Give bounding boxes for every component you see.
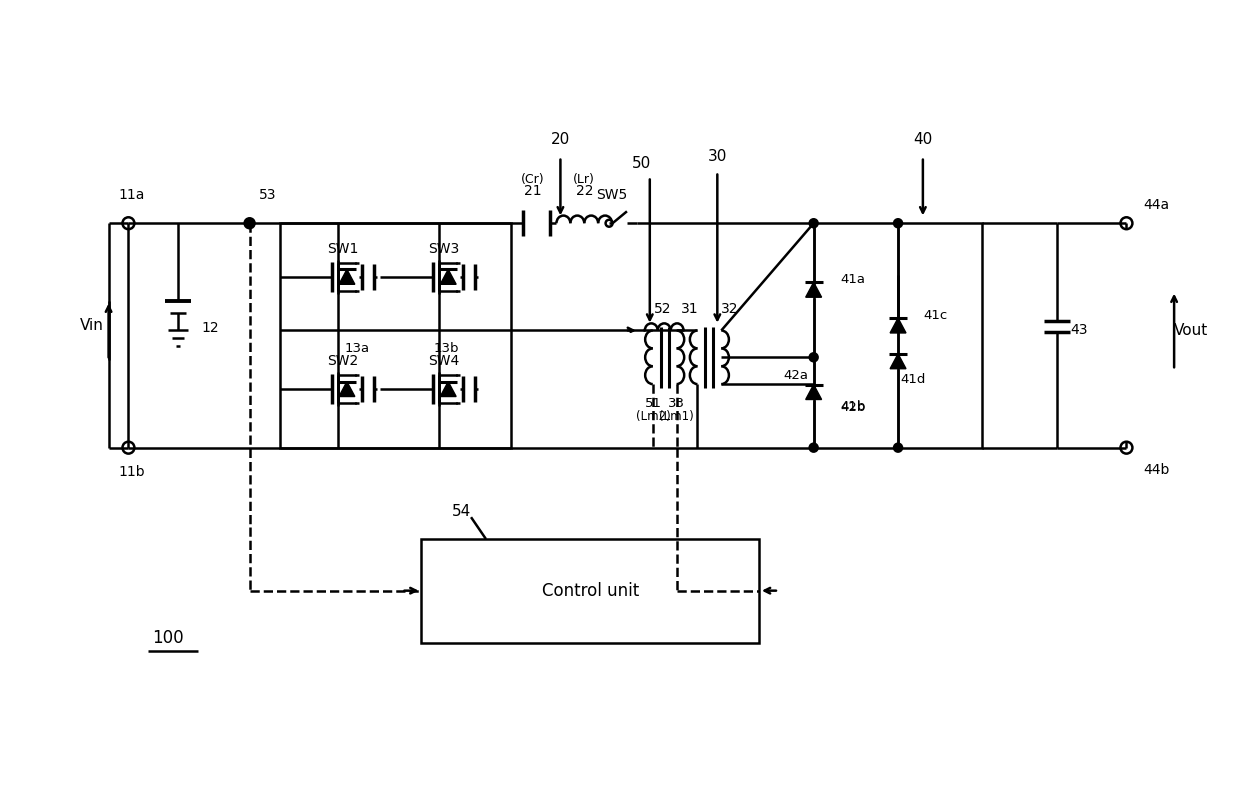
Text: 52: 52 — [653, 302, 671, 316]
Text: 11b: 11b — [118, 466, 145, 479]
Text: 13b: 13b — [434, 342, 459, 355]
Text: 44a: 44a — [1143, 198, 1169, 213]
Text: 44b: 44b — [1143, 463, 1169, 476]
Text: (Cr): (Cr) — [521, 173, 544, 186]
Text: 40: 40 — [913, 133, 932, 147]
Text: 41d: 41d — [900, 372, 925, 386]
Polygon shape — [440, 269, 456, 284]
Polygon shape — [440, 382, 456, 396]
Circle shape — [894, 443, 901, 451]
Text: SW5: SW5 — [596, 189, 627, 202]
Bar — [280, 223, 511, 447]
Polygon shape — [890, 318, 906, 333]
Text: 22: 22 — [575, 185, 593, 198]
Text: 53: 53 — [259, 189, 277, 202]
Polygon shape — [890, 354, 906, 368]
Text: 43: 43 — [1070, 324, 1087, 337]
Polygon shape — [339, 269, 355, 284]
Text: 100: 100 — [153, 630, 184, 647]
Circle shape — [810, 443, 817, 451]
Text: (Lm1): (Lm1) — [660, 411, 694, 423]
Text: Vin: Vin — [79, 318, 104, 333]
Polygon shape — [339, 382, 355, 396]
Text: 54: 54 — [451, 503, 471, 519]
Text: 50: 50 — [632, 156, 651, 171]
Text: SW2: SW2 — [327, 354, 358, 368]
Polygon shape — [806, 282, 822, 297]
Text: 33: 33 — [668, 397, 686, 411]
Text: 30: 30 — [708, 149, 727, 165]
Text: 42b: 42b — [841, 401, 866, 415]
Text: 20: 20 — [551, 133, 570, 147]
Text: 31: 31 — [681, 302, 698, 316]
Polygon shape — [806, 384, 822, 400]
Text: 21: 21 — [523, 185, 542, 198]
Text: 11a: 11a — [118, 189, 145, 202]
Text: 41a: 41a — [841, 273, 866, 286]
Text: (Lr): (Lr) — [573, 173, 595, 186]
Text: 41b: 41b — [841, 400, 866, 413]
Text: 13a: 13a — [345, 342, 370, 355]
Text: 32: 32 — [720, 302, 738, 316]
Text: SW1: SW1 — [327, 242, 358, 256]
Circle shape — [810, 353, 817, 361]
Text: 42a: 42a — [784, 368, 808, 382]
Circle shape — [244, 218, 254, 229]
Text: Control unit: Control unit — [542, 582, 639, 600]
Text: SW3: SW3 — [428, 242, 460, 256]
Circle shape — [894, 219, 901, 227]
Text: Vout: Vout — [1174, 323, 1208, 338]
Text: 12: 12 — [201, 321, 218, 336]
Text: 51: 51 — [645, 397, 662, 411]
Text: 41c: 41c — [924, 309, 947, 322]
Text: SW4: SW4 — [428, 354, 460, 368]
Text: (Lm2): (Lm2) — [636, 411, 671, 423]
Bar — [422, 539, 759, 643]
Circle shape — [810, 219, 817, 227]
Bar — [813, 223, 982, 447]
